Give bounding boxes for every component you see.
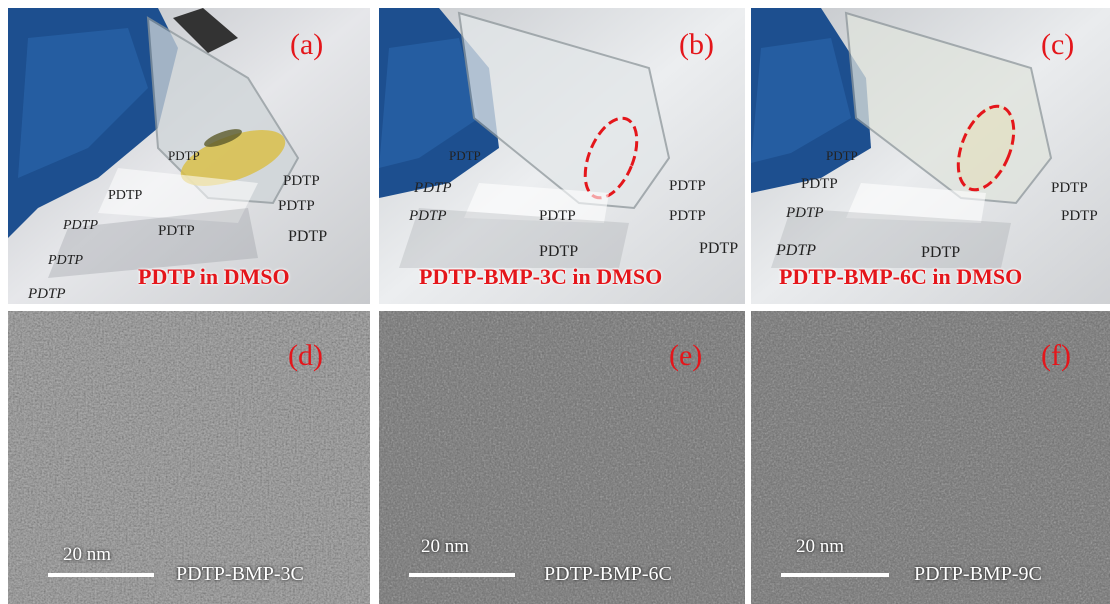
scale-label-d: 20 nm [63, 544, 112, 565]
paper-text: PDTP [786, 205, 824, 221]
scale-label-f: 20 nm [796, 536, 845, 557]
panel-label-e: (e) [669, 339, 703, 372]
tem-panel-d: (d) 20 nm PDTP-BMP-3C [8, 311, 370, 604]
scale-bar-d [48, 573, 154, 577]
paper-text: PDTP [539, 243, 579, 260]
photo-panel-a: PDTP PDTP PDTP PDTP PDTP PDTP PDTP PDTP … [8, 8, 370, 304]
paper-text: PDTP [158, 223, 195, 239]
paper-text: PDTP [108, 188, 143, 203]
panel-label-f: (f) [1041, 339, 1071, 372]
paper-text: PDTP [1061, 208, 1098, 224]
paper-text: PDTP [288, 228, 328, 245]
caption-b: PDTP-BMP-3C in DMSO [419, 264, 663, 289]
paper-text: PDTP [409, 208, 447, 224]
panel-label-d: (d) [288, 339, 323, 372]
paper-text: PDTP [801, 176, 838, 192]
paper-text: PDTP [283, 173, 320, 189]
paper-text: PDTP [669, 208, 706, 224]
panel-label-c: (c) [1041, 28, 1075, 61]
scale-bar-e [409, 573, 515, 577]
paper-text: PDTP [776, 242, 816, 259]
paper-text: PDTP [414, 180, 452, 196]
tem-panel-e: (e) 20 nm PDTP-BMP-6C [379, 311, 745, 604]
paper-text: PDTP [48, 253, 83, 268]
paper-text: PDTP [921, 244, 961, 261]
paper-text: PDTP [278, 198, 315, 214]
tem-texture-e [379, 311, 745, 604]
scale-bar-f [781, 573, 889, 577]
sample-label-e: PDTP-BMP-6C [544, 563, 672, 585]
vial-photo-a [8, 8, 370, 304]
panel-label-a: (a) [290, 28, 324, 61]
sample-label-f: PDTP-BMP-9C [914, 563, 1042, 585]
paper-text: PDTP [699, 240, 739, 257]
photo-panel-b: PDTP PDTP PDTP PDTP PDTP PDTP PDTP PDTP … [379, 8, 745, 304]
paper-text: PDTP [669, 178, 706, 194]
caption-c: PDTP-BMP-6C in DMSO [779, 264, 1023, 289]
tem-texture-d [8, 311, 370, 604]
paper-text: PDTP [1051, 180, 1088, 196]
paper-text: PDTP [826, 148, 858, 163]
photo-panel-c: PDTP PDTP PDTP PDTP PDTP PDTP PDTP (c) P… [751, 8, 1110, 304]
panel-label-b: (b) [679, 28, 714, 61]
paper-text: PDTP [539, 208, 576, 224]
vial-photo-c [751, 8, 1110, 304]
tem-texture-f [751, 311, 1110, 604]
vial-photo-b [379, 8, 745, 304]
scale-label-e: 20 nm [421, 536, 470, 557]
paper-text: PDTP [63, 218, 98, 233]
paper-text: PDTP [168, 148, 200, 163]
caption-a: PDTP in DMSO [138, 264, 290, 289]
sample-label-d: PDTP-BMP-3C [176, 563, 304, 585]
tem-panel-f: (f) 20 nm PDTP-BMP-9C [751, 311, 1110, 604]
paper-text: PDTP [449, 148, 481, 163]
paper-text: PDTP [28, 286, 66, 302]
